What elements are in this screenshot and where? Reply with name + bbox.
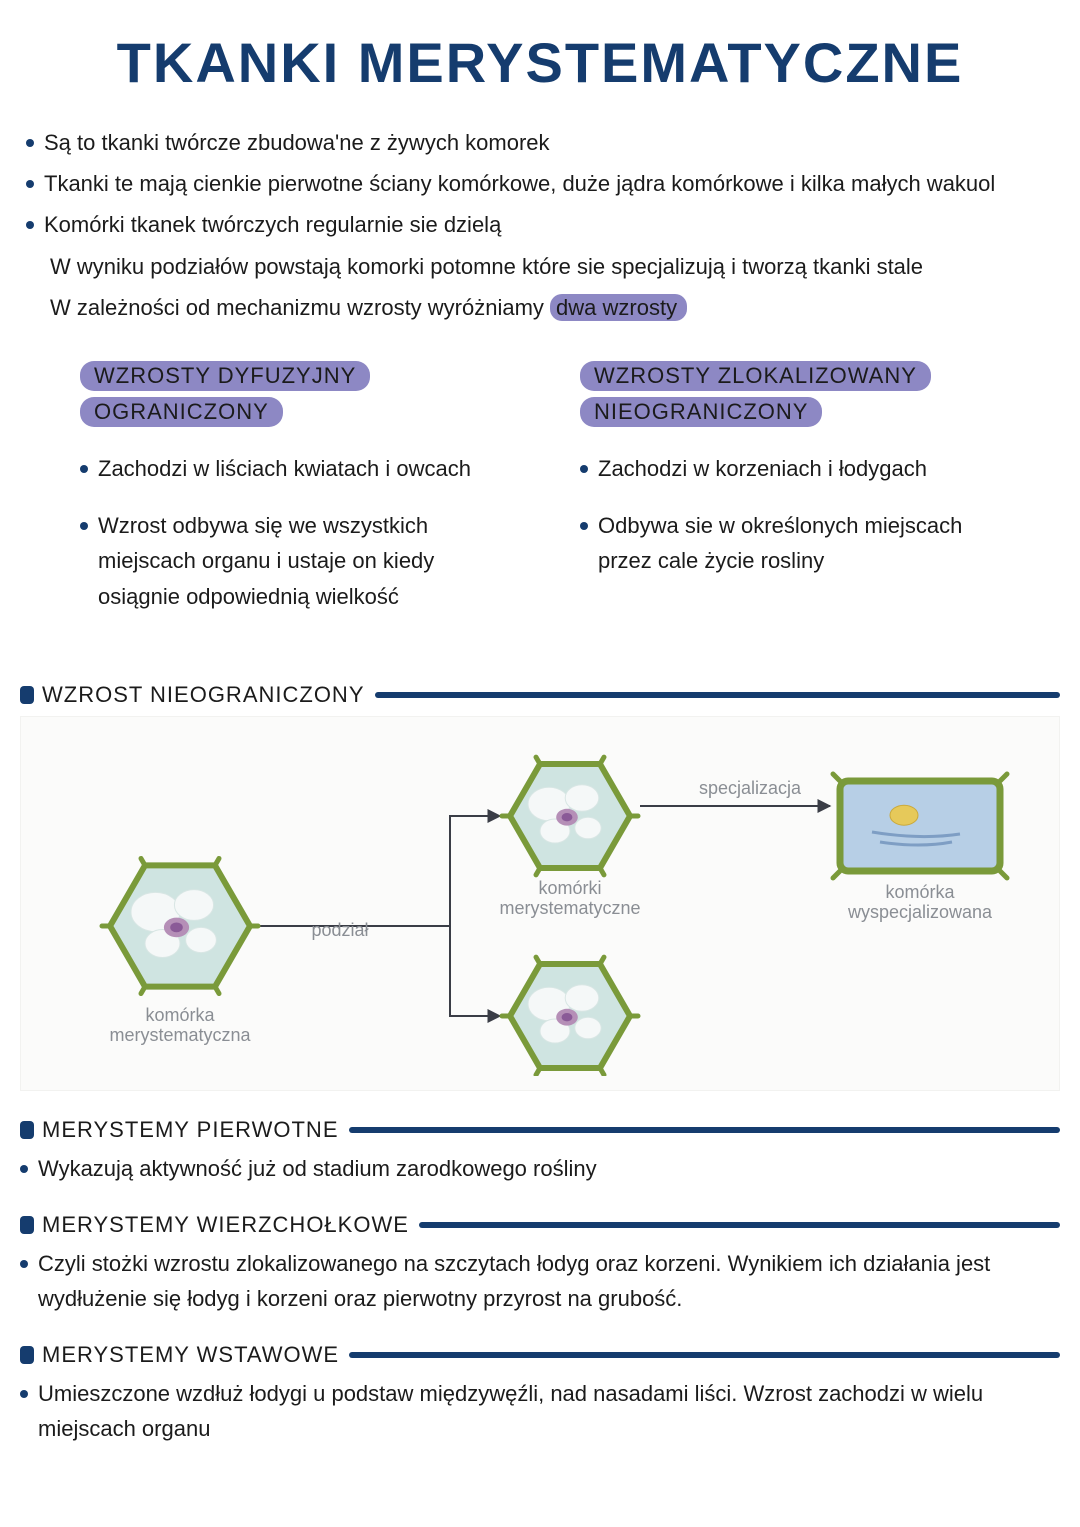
intro-plain-prefix: W zależności od mechanizmu wzrosty wyróż… xyxy=(50,295,550,320)
svg-text:specjalizacja: specjalizacja xyxy=(699,778,802,798)
section-cap-icon xyxy=(20,1216,34,1234)
section-bullet: Wykazują aktywność już od stadium zarodk… xyxy=(20,1151,1060,1186)
column-bullet-text: Odbywa sie w określonych miejscach przez… xyxy=(598,508,1020,578)
pill-label: WZROSTY ZLOKALIZOWANY xyxy=(580,361,931,391)
section: MERYSTEMY WIERZCHOŁKOWE Czyli stożki wzr… xyxy=(20,1212,1060,1316)
column-bullet: Odbywa sie w określonych miejscach przez… xyxy=(580,508,1020,578)
intro-bullet-text: Tkanki te mają cienkie pierwotne ściany … xyxy=(44,166,995,201)
intro-bullet: Tkanki te mają cienkie pierwotne ściany … xyxy=(26,166,1054,201)
highlight-pill: dwa wzrosty xyxy=(550,294,687,321)
bullet-icon xyxy=(26,221,34,229)
pill-label: WZROSTY DYFUZYJNY xyxy=(80,361,370,391)
section-rule xyxy=(375,692,1061,698)
column-bullet: Zachodzi w korzeniach i łodygach xyxy=(580,451,1020,486)
section-bullet-text: Wykazują aktywność już od stadium zarodk… xyxy=(38,1151,597,1186)
column-left: WZROSTY DYFUZYJNY OGRANICZONY Zachodzi w… xyxy=(80,361,520,636)
pill-label: NIEOGRANICZONY xyxy=(580,397,822,427)
section-bullet-text: Czyli stożki wzrostu zlokalizowanego na … xyxy=(38,1246,1060,1316)
intro-bullet-text: Są to tkanki twórcze zbudowa'ne z żywych… xyxy=(44,125,550,160)
section-head: MERYSTEMY WIERZCHOŁKOWE xyxy=(20,1212,1060,1238)
section-rule xyxy=(349,1352,1060,1358)
column-bullet: Wzrost odbywa się we wszystkich miejscac… xyxy=(80,508,520,614)
bullet-icon xyxy=(20,1390,28,1398)
bullet-icon xyxy=(20,1260,28,1268)
section-body: Wykazują aktywność już od stadium zarodk… xyxy=(20,1151,1060,1186)
svg-text:komórkimerystematyczne: komórkimerystematyczne xyxy=(499,878,640,918)
section-title: WZROST NIEOGRANICZONY xyxy=(42,682,365,708)
intro-plain: W wyniku podziałów powstają komorki poto… xyxy=(50,249,1054,284)
section-rule xyxy=(349,1127,1061,1133)
column-bullet: Zachodzi w liściach kwiatach i owcach xyxy=(80,451,520,486)
bullet-icon xyxy=(26,139,34,147)
bullet-icon xyxy=(20,1165,28,1173)
flowchart-diagram: podział specjalizacja komórkamerystematycz… xyxy=(30,736,1050,1076)
svg-text:podział: podział xyxy=(311,920,368,940)
pill-label: OGRANICZONY xyxy=(80,397,283,427)
svg-text:komórkamerystematyczna: komórkamerystematyczna xyxy=(109,1005,251,1045)
section-title: MERYSTEMY WIERZCHOŁKOWE xyxy=(42,1212,409,1238)
section-cap-icon xyxy=(20,1121,34,1139)
column-bullet-text: Zachodzi w korzeniach i łodygach xyxy=(598,451,927,486)
bullet-icon xyxy=(26,180,34,188)
intro-bullet: Komórki tkanek twórczych regularnie sie … xyxy=(26,207,1054,242)
section-head-diagram: WZROST NIEOGRANICZONY xyxy=(20,682,1060,708)
section: MERYSTEMY WSTAWOWE Umieszczone wzdłuż ło… xyxy=(20,1342,1060,1446)
column-bullet-text: Zachodzi w liściach kwiatach i owcach xyxy=(98,451,471,486)
bullet-icon xyxy=(580,522,588,530)
page-title: TKANKI MERYSTEMATYCZNE xyxy=(20,30,1060,95)
section-title: MERYSTEMY WSTAWOWE xyxy=(42,1342,339,1368)
column-right: WZROSTY ZLOKALIZOWANY NIEOGRANICZONY Zac… xyxy=(580,361,1020,636)
section-body: Czyli stożki wzrostu zlokalizowanego na … xyxy=(20,1246,1060,1316)
two-column-compare: WZROSTY DYFUZYJNY OGRANICZONY Zachodzi w… xyxy=(20,331,1060,656)
section-body: Umieszczone wzdłuż łodygi u podstaw międ… xyxy=(20,1376,1060,1446)
section-bullet: Czyli stożki wzrostu zlokalizowanego na … xyxy=(20,1246,1060,1316)
column-bullet-text: Wzrost odbywa się we wszystkich miejscac… xyxy=(98,508,520,614)
section-head: MERYSTEMY WSTAWOWE xyxy=(20,1342,1060,1368)
bullet-icon xyxy=(80,522,88,530)
intro-bullet: Są to tkanki twórcze zbudowa'ne z żywych… xyxy=(26,125,1054,160)
bullet-icon xyxy=(80,465,88,473)
intro-bullet-text: Komórki tkanek twórczych regularnie sie … xyxy=(44,207,501,242)
diagram-panel: podział specjalizacja komórkamerystematycz… xyxy=(20,716,1060,1091)
section: MERYSTEMY PIERWOTNE Wykazują aktywność j… xyxy=(20,1117,1060,1186)
section-head: MERYSTEMY PIERWOTNE xyxy=(20,1117,1060,1143)
svg-text:komórkawyspecjalizowana: komórkawyspecjalizowana xyxy=(847,882,993,922)
section-rule xyxy=(419,1222,1060,1228)
section-cap-icon xyxy=(20,686,34,704)
intro-plain: W zależności od mechanizmu wzrosty wyróż… xyxy=(50,290,1054,325)
bullet-icon xyxy=(580,465,588,473)
intro-block: Są to tkanki twórcze zbudowa'ne z żywych… xyxy=(20,125,1060,325)
section-bullet-text: Umieszczone wzdłuż łodygi u podstaw międ… xyxy=(38,1376,1060,1446)
section-title: MERYSTEMY PIERWOTNE xyxy=(42,1117,339,1143)
section-cap-icon xyxy=(20,1346,34,1364)
section-bullet: Umieszczone wzdłuż łodygi u podstaw międ… xyxy=(20,1376,1060,1446)
